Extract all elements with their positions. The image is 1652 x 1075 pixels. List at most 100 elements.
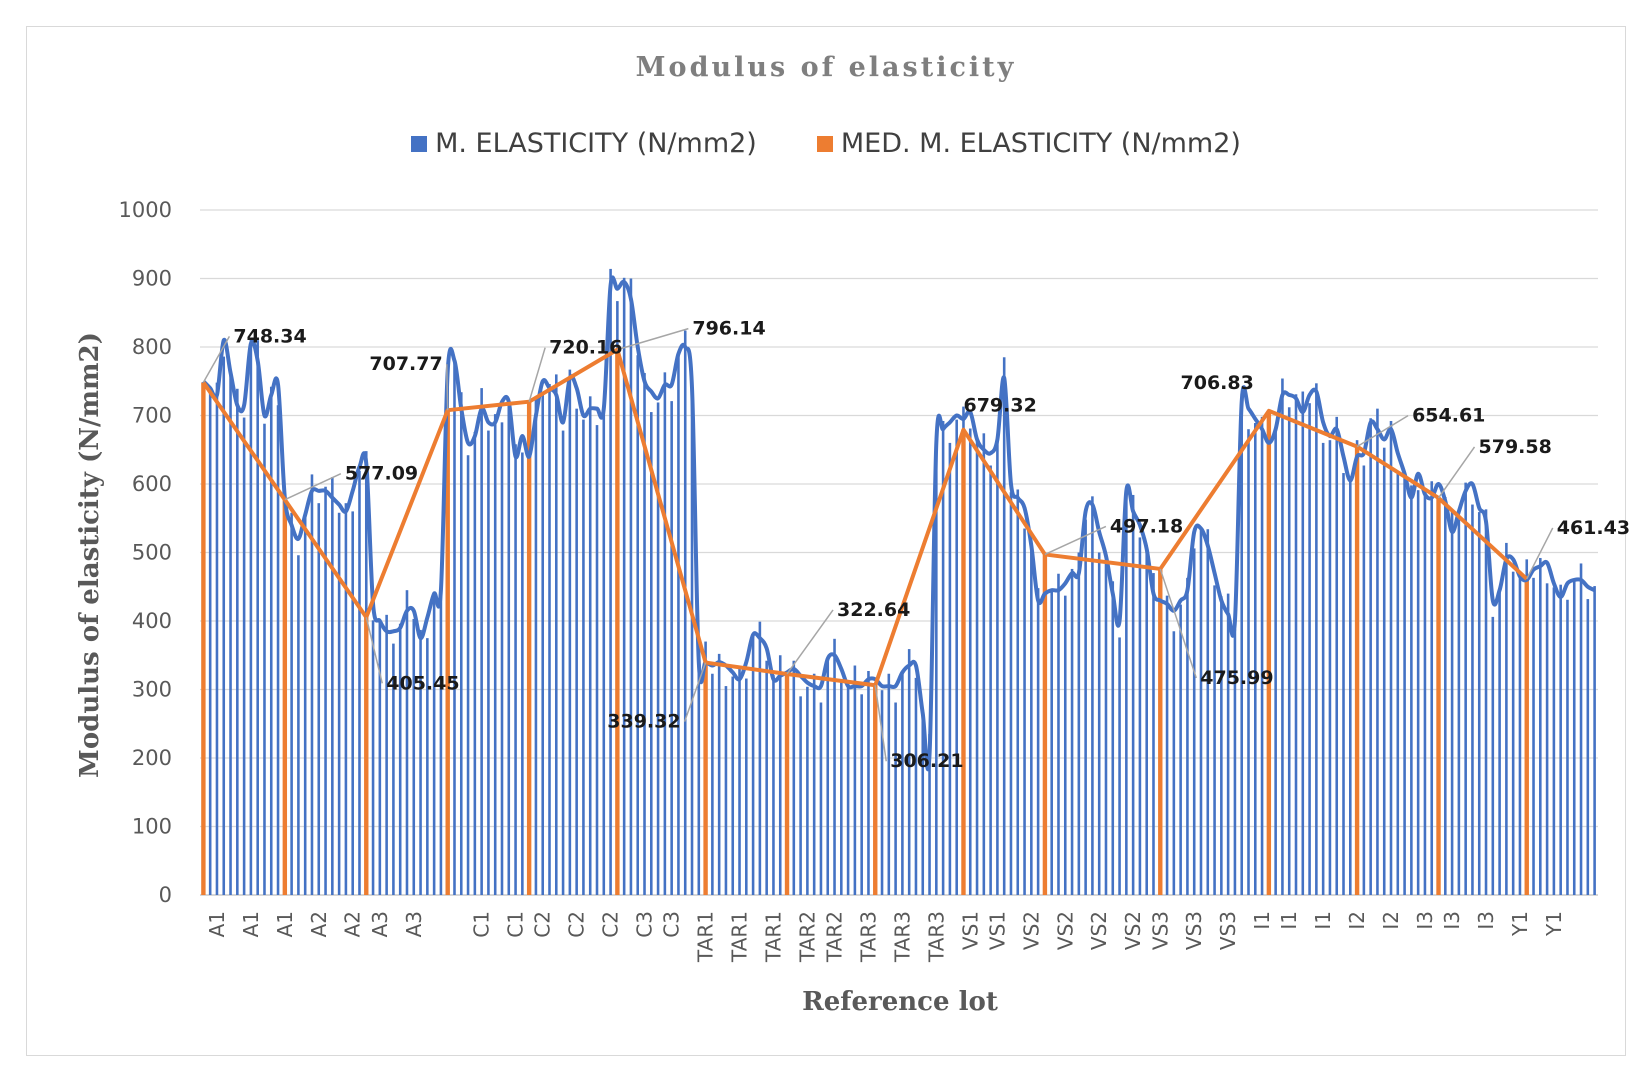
elasticity-series-line [201,275,1596,772]
bar [724,686,728,895]
bar [1382,447,1386,895]
median-bar [873,685,878,895]
bar [840,681,843,895]
bar [765,660,768,895]
bar [595,425,599,895]
bar [242,417,246,895]
x-tick-label: TAR2 [823,911,847,963]
bar [493,414,497,895]
bar [1125,490,1128,895]
x-tick-label: Y1 [1542,911,1566,937]
bar [1498,590,1501,895]
bar [867,671,870,895]
x-tick-label: TAR2 [795,911,819,963]
leader-line [617,327,689,351]
bar [1070,568,1074,895]
bar [582,419,585,895]
bar [1063,595,1067,895]
bar [378,621,382,895]
x-tick-label: I2 [1379,911,1403,930]
bar [717,653,721,895]
leader-line [1044,525,1107,556]
legend: M. ELASTICITY (N/mm2) MED. M. ELASTICITY… [0,128,1652,159]
x-tick-label: I2 [1345,911,1369,930]
y-tick-label: 0 [159,883,172,907]
bar [1023,528,1026,895]
x-tick-label: VS3 [1182,911,1206,950]
x-tick-label: Y1 [1508,911,1532,937]
bar [1430,481,1434,895]
bar [1077,552,1081,895]
bar [1002,357,1006,895]
legend-label-elasticity: M. ELASTICITY (N/mm2) [435,128,757,159]
bar [1416,490,1420,895]
bar [1050,590,1053,895]
bar [1308,403,1311,895]
bar [1274,429,1277,895]
bar [487,430,490,895]
bar [894,702,897,895]
x-tick-label: I3 [1413,911,1437,930]
bar [432,597,436,895]
median-bar [445,410,450,895]
x-tick-label: A2 [341,911,365,937]
bar [1410,485,1413,895]
leader-line [1159,568,1197,679]
x-tick-label: C1 [470,911,494,938]
bar [819,702,823,895]
bar [1233,629,1237,895]
x-tick-label: A1 [273,911,297,937]
bar [1423,494,1427,895]
median-bar [1158,568,1163,895]
bar [249,339,253,896]
bar [263,423,266,895]
bar [738,666,741,895]
bar [622,277,626,895]
bar [670,401,673,895]
bar [215,382,219,895]
bar [968,428,972,895]
y-tick-label: 500 [132,541,172,565]
chart-title: Modulus of elasticity [635,52,1017,83]
median-bars [201,349,1529,895]
leader-line [445,364,449,411]
bar [507,405,511,895]
bar [331,477,334,895]
bar [1260,416,1264,895]
bar [1118,637,1121,895]
y-axis-title: Modulus of elasticity (N/mm2) [75,332,105,778]
bar [1172,631,1176,895]
bar [955,419,958,895]
bar [1213,585,1216,895]
x-tick-label: I1 [1277,911,1301,930]
x-tick-label: VS2 [1019,911,1043,950]
median-bar [615,349,620,895]
bar [799,696,802,895]
bar [948,442,952,895]
bar [541,393,545,895]
bar [1471,504,1474,895]
bar [344,503,348,895]
x-tick-label: VS3 [1148,911,1172,950]
x-tick-label: VS2 [1053,911,1077,950]
y-tick-label: 600 [132,472,172,496]
bar [1552,587,1556,895]
bar [317,503,321,895]
bar [731,676,735,895]
legend-swatch-orange [816,135,833,152]
x-tick-label: TAR1 [694,911,718,963]
bar [521,452,524,895]
bar [554,374,558,895]
bar [806,686,809,895]
y-tick-label: 400 [132,609,172,633]
leader-line [1356,414,1409,448]
x-tick-label: C2 [531,911,555,938]
median-data-label: 654.61 [1412,405,1485,427]
bar [222,356,226,896]
x-tick-label: I3 [1440,911,1464,930]
median-data-label: 706.83 [1181,372,1254,394]
bar [514,444,517,895]
bar [751,634,755,895]
bar [1484,509,1488,895]
bar [1057,573,1060,895]
